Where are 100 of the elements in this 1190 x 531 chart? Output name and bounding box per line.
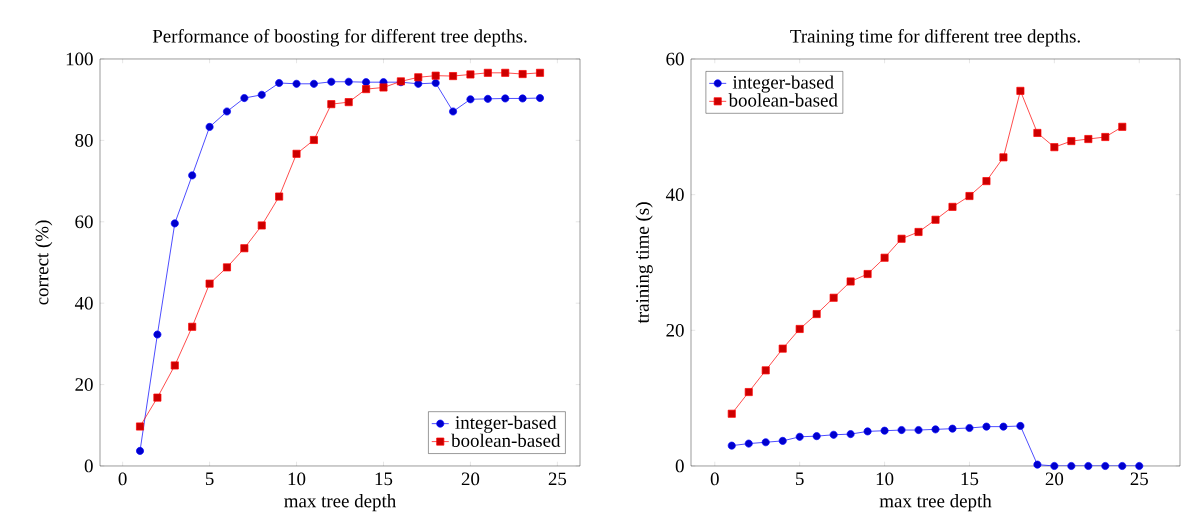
point <box>778 436 787 445</box>
x-axis-title: max tree depth <box>284 494 396 512</box>
point <box>829 430 838 439</box>
point <box>483 94 492 103</box>
x-tick-label: 20 <box>461 472 480 486</box>
point <box>518 94 527 103</box>
y-tick-label: 20 <box>75 378 93 391</box>
point <box>344 77 353 86</box>
point <box>1101 462 1110 470</box>
x-tick-label: 10 <box>288 472 306 486</box>
point <box>1084 135 1093 143</box>
x-tick-label: 10 <box>876 472 894 486</box>
point <box>327 77 336 86</box>
point <box>205 123 214 131</box>
point <box>205 279 214 288</box>
point <box>829 293 838 302</box>
point <box>170 361 179 370</box>
point <box>292 149 301 158</box>
point <box>1118 462 1127 470</box>
chart-title: Performance of boosting for different tree depths. <box>152 29 527 47</box>
x-tick-label: 0 <box>118 472 127 486</box>
point <box>812 432 821 441</box>
point <box>863 270 872 278</box>
point <box>379 83 388 92</box>
point <box>948 202 957 211</box>
point <box>897 426 906 434</box>
point <box>744 439 753 448</box>
point <box>880 253 889 262</box>
point <box>1016 86 1025 95</box>
x-tick-label: 5 <box>205 472 214 486</box>
legend-label: boolean-based <box>728 93 838 107</box>
point <box>1067 462 1076 470</box>
y-axis-title: training time (s) <box>635 202 653 324</box>
point <box>501 94 510 103</box>
y-tick-label: 0 <box>84 459 93 473</box>
point <box>309 79 318 88</box>
point <box>240 244 249 253</box>
legend-label: boolean-based <box>451 433 561 447</box>
point <box>240 94 249 103</box>
point <box>292 79 301 88</box>
point <box>846 277 855 286</box>
point <box>897 234 906 243</box>
y-tick-label: 40 <box>74 296 93 310</box>
point <box>931 425 940 434</box>
point <box>795 325 804 333</box>
y-tick-label: 20 <box>666 323 684 337</box>
point <box>982 177 991 186</box>
point <box>501 68 510 77</box>
point <box>727 409 736 418</box>
point <box>948 424 957 433</box>
point <box>153 393 162 402</box>
legend-label: integer-based <box>455 415 557 433</box>
point <box>795 432 804 441</box>
y-tick-label: 60 <box>666 52 684 66</box>
point <box>1067 137 1076 146</box>
point <box>188 171 197 180</box>
point <box>327 100 336 109</box>
y-tick-label: 0 <box>675 459 684 473</box>
point <box>257 90 266 99</box>
point <box>1016 422 1025 430</box>
point <box>1101 133 1110 141</box>
point <box>275 192 284 201</box>
y-axis-title: correct (%) <box>35 220 53 305</box>
point <box>1084 462 1093 470</box>
point <box>309 136 318 144</box>
point <box>223 263 231 272</box>
point <box>1135 462 1144 470</box>
point <box>483 68 492 77</box>
point <box>188 322 197 331</box>
point <box>999 153 1008 162</box>
point <box>999 422 1008 431</box>
point <box>170 219 179 228</box>
legend-label: integer-based <box>732 75 834 93</box>
x-axis-title: max tree depth <box>879 494 992 512</box>
point <box>761 438 770 447</box>
point <box>914 228 923 236</box>
point <box>449 72 457 81</box>
point <box>431 71 440 80</box>
y-tick-label: 60 <box>75 215 93 229</box>
point <box>362 78 371 87</box>
point <box>536 94 544 103</box>
point <box>414 73 423 82</box>
point <box>778 344 787 353</box>
point <box>727 441 736 450</box>
x-tick-label: 5 <box>796 472 804 486</box>
point <box>153 330 162 339</box>
point <box>1050 462 1059 470</box>
point <box>136 446 144 455</box>
point <box>257 221 266 230</box>
point <box>1033 128 1042 137</box>
point <box>466 70 475 79</box>
point <box>223 107 231 116</box>
point <box>812 310 821 318</box>
x-tick-label: 15 <box>375 472 393 486</box>
point <box>344 98 353 107</box>
point <box>965 192 974 200</box>
y-tick-label: 100 <box>66 52 93 66</box>
point <box>431 79 440 87</box>
point <box>863 427 872 436</box>
point <box>982 422 991 431</box>
